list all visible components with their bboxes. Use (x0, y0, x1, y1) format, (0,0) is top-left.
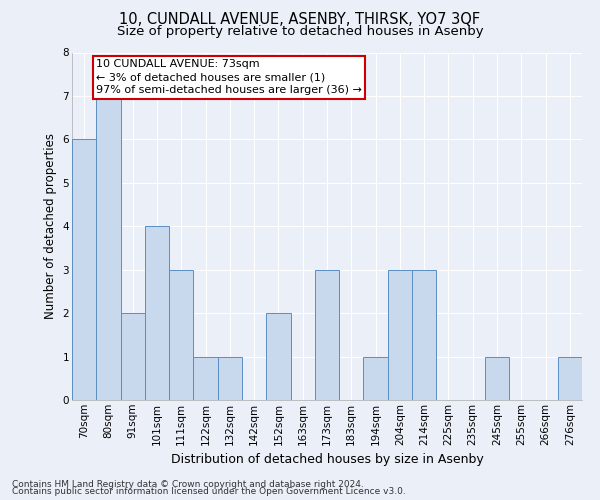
Bar (72, 140, 96, 400)
Bar (266, 313, 290, 400)
Text: 10, CUNDALL AVENUE, ASENBY, THIRSK, YO7 3QF: 10, CUNDALL AVENUE, ASENBY, THIRSK, YO7 … (119, 12, 481, 28)
Bar (218, 356, 242, 400)
X-axis label: Distribution of detached houses by size in Asenby: Distribution of detached houses by size … (170, 453, 484, 466)
Bar (169, 270, 193, 400)
Bar (96, 96, 121, 400)
Bar (388, 270, 412, 400)
Bar (558, 356, 582, 400)
Bar (145, 226, 169, 400)
Bar (364, 356, 388, 400)
Text: Size of property relative to detached houses in Asenby: Size of property relative to detached ho… (116, 25, 484, 38)
Bar (121, 313, 145, 400)
Y-axis label: Number of detached properties: Number of detached properties (44, 133, 57, 320)
Bar (193, 356, 218, 400)
Text: Contains HM Land Registry data © Crown copyright and database right 2024.: Contains HM Land Registry data © Crown c… (12, 480, 364, 489)
Text: 10 CUNDALL AVENUE: 73sqm
← 3% of detached houses are smaller (1)
97% of semi-det: 10 CUNDALL AVENUE: 73sqm ← 3% of detache… (96, 59, 362, 96)
Bar (412, 270, 436, 400)
Bar (485, 356, 509, 400)
Bar (315, 270, 339, 400)
Text: Contains public sector information licensed under the Open Government Licence v3: Contains public sector information licen… (12, 487, 406, 496)
